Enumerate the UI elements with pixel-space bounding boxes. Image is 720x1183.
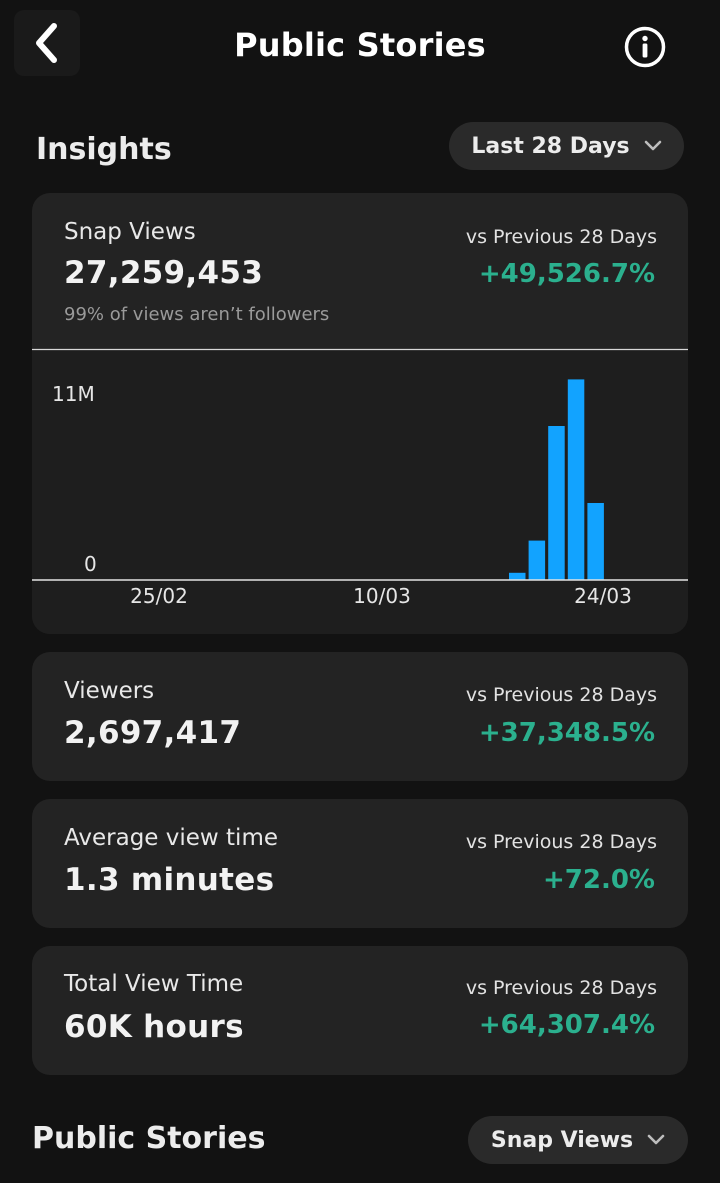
sort-label: Snap Views [490, 1127, 634, 1153]
date-range-label: Last 28 Days [471, 133, 630, 159]
viewers-label: Viewers [64, 678, 155, 704]
average-view-time-compare-label: vs Previous 28 Days [465, 831, 657, 853]
y-tick-max: 11M [52, 382, 95, 406]
total-view-time-change: +64,307.4% [478, 1010, 655, 1040]
followers-note: 99% of views aren’t followers [64, 304, 330, 325]
viewers-compare-label: vs Previous 28 Days [465, 684, 657, 706]
info-icon [624, 26, 666, 68]
back-button[interactable] [14, 10, 80, 76]
snap-views-card[interactable]: Snap Views 27,259,453 99% of views aren’… [32, 193, 688, 634]
average-view-time-card[interactable]: Average view time 1.3 minutes vs Previou… [32, 799, 688, 928]
date-range-dropdown[interactable]: Last 28 Days [449, 122, 684, 170]
snap-views-value: 27,259,453 [64, 255, 264, 291]
sort-dropdown[interactable]: Snap Views [468, 1116, 688, 1164]
public-stories-section-title: Public Stories [32, 1121, 266, 1156]
chevron-down-icon [647, 1134, 665, 1145]
viewers-change: +37,348.5% [478, 718, 655, 748]
page-title: Public Stories [234, 26, 486, 64]
info-button[interactable] [624, 26, 666, 68]
chart-bar [567, 379, 585, 580]
viewers-value: 2,697,417 [64, 715, 242, 751]
snap-views-compare-label: vs Previous 28 Days [465, 226, 657, 248]
total-view-time-value: 60K hours [64, 1009, 244, 1045]
chart-bars [509, 379, 604, 580]
snap-views-chart: 11M 0 25/02 10/03 24/03 [32, 348, 688, 634]
total-view-time-card[interactable]: Total View Time 60K hours vs Previous 28… [32, 946, 688, 1075]
insights-title: Insights [36, 132, 172, 167]
chart-bar [548, 426, 565, 580]
average-view-time-label: Average view time [64, 825, 278, 851]
x-tick-label: 25/02 [130, 584, 188, 608]
chart-bar [528, 540, 546, 580]
chart-bar [509, 572, 526, 580]
x-tick-label: 24/03 [574, 584, 632, 608]
snap-views-change: +49,526.7% [478, 259, 655, 289]
total-view-time-compare-label: vs Previous 28 Days [465, 977, 657, 999]
viewers-card[interactable]: Viewers 2,697,417 vs Previous 28 Days +3… [32, 652, 688, 781]
total-view-time-label: Total View Time [64, 971, 244, 997]
chart-bar [587, 503, 604, 580]
y-tick-zero: 0 [84, 552, 97, 576]
x-tick-label: 10/03 [353, 584, 411, 608]
chevron-left-icon [36, 23, 57, 63]
chevron-down-icon [644, 140, 661, 151]
snap-views-label: Snap Views [64, 219, 196, 245]
average-view-time-change: +72.0% [543, 865, 655, 895]
average-view-time-value: 1.3 minutes [64, 862, 275, 898]
